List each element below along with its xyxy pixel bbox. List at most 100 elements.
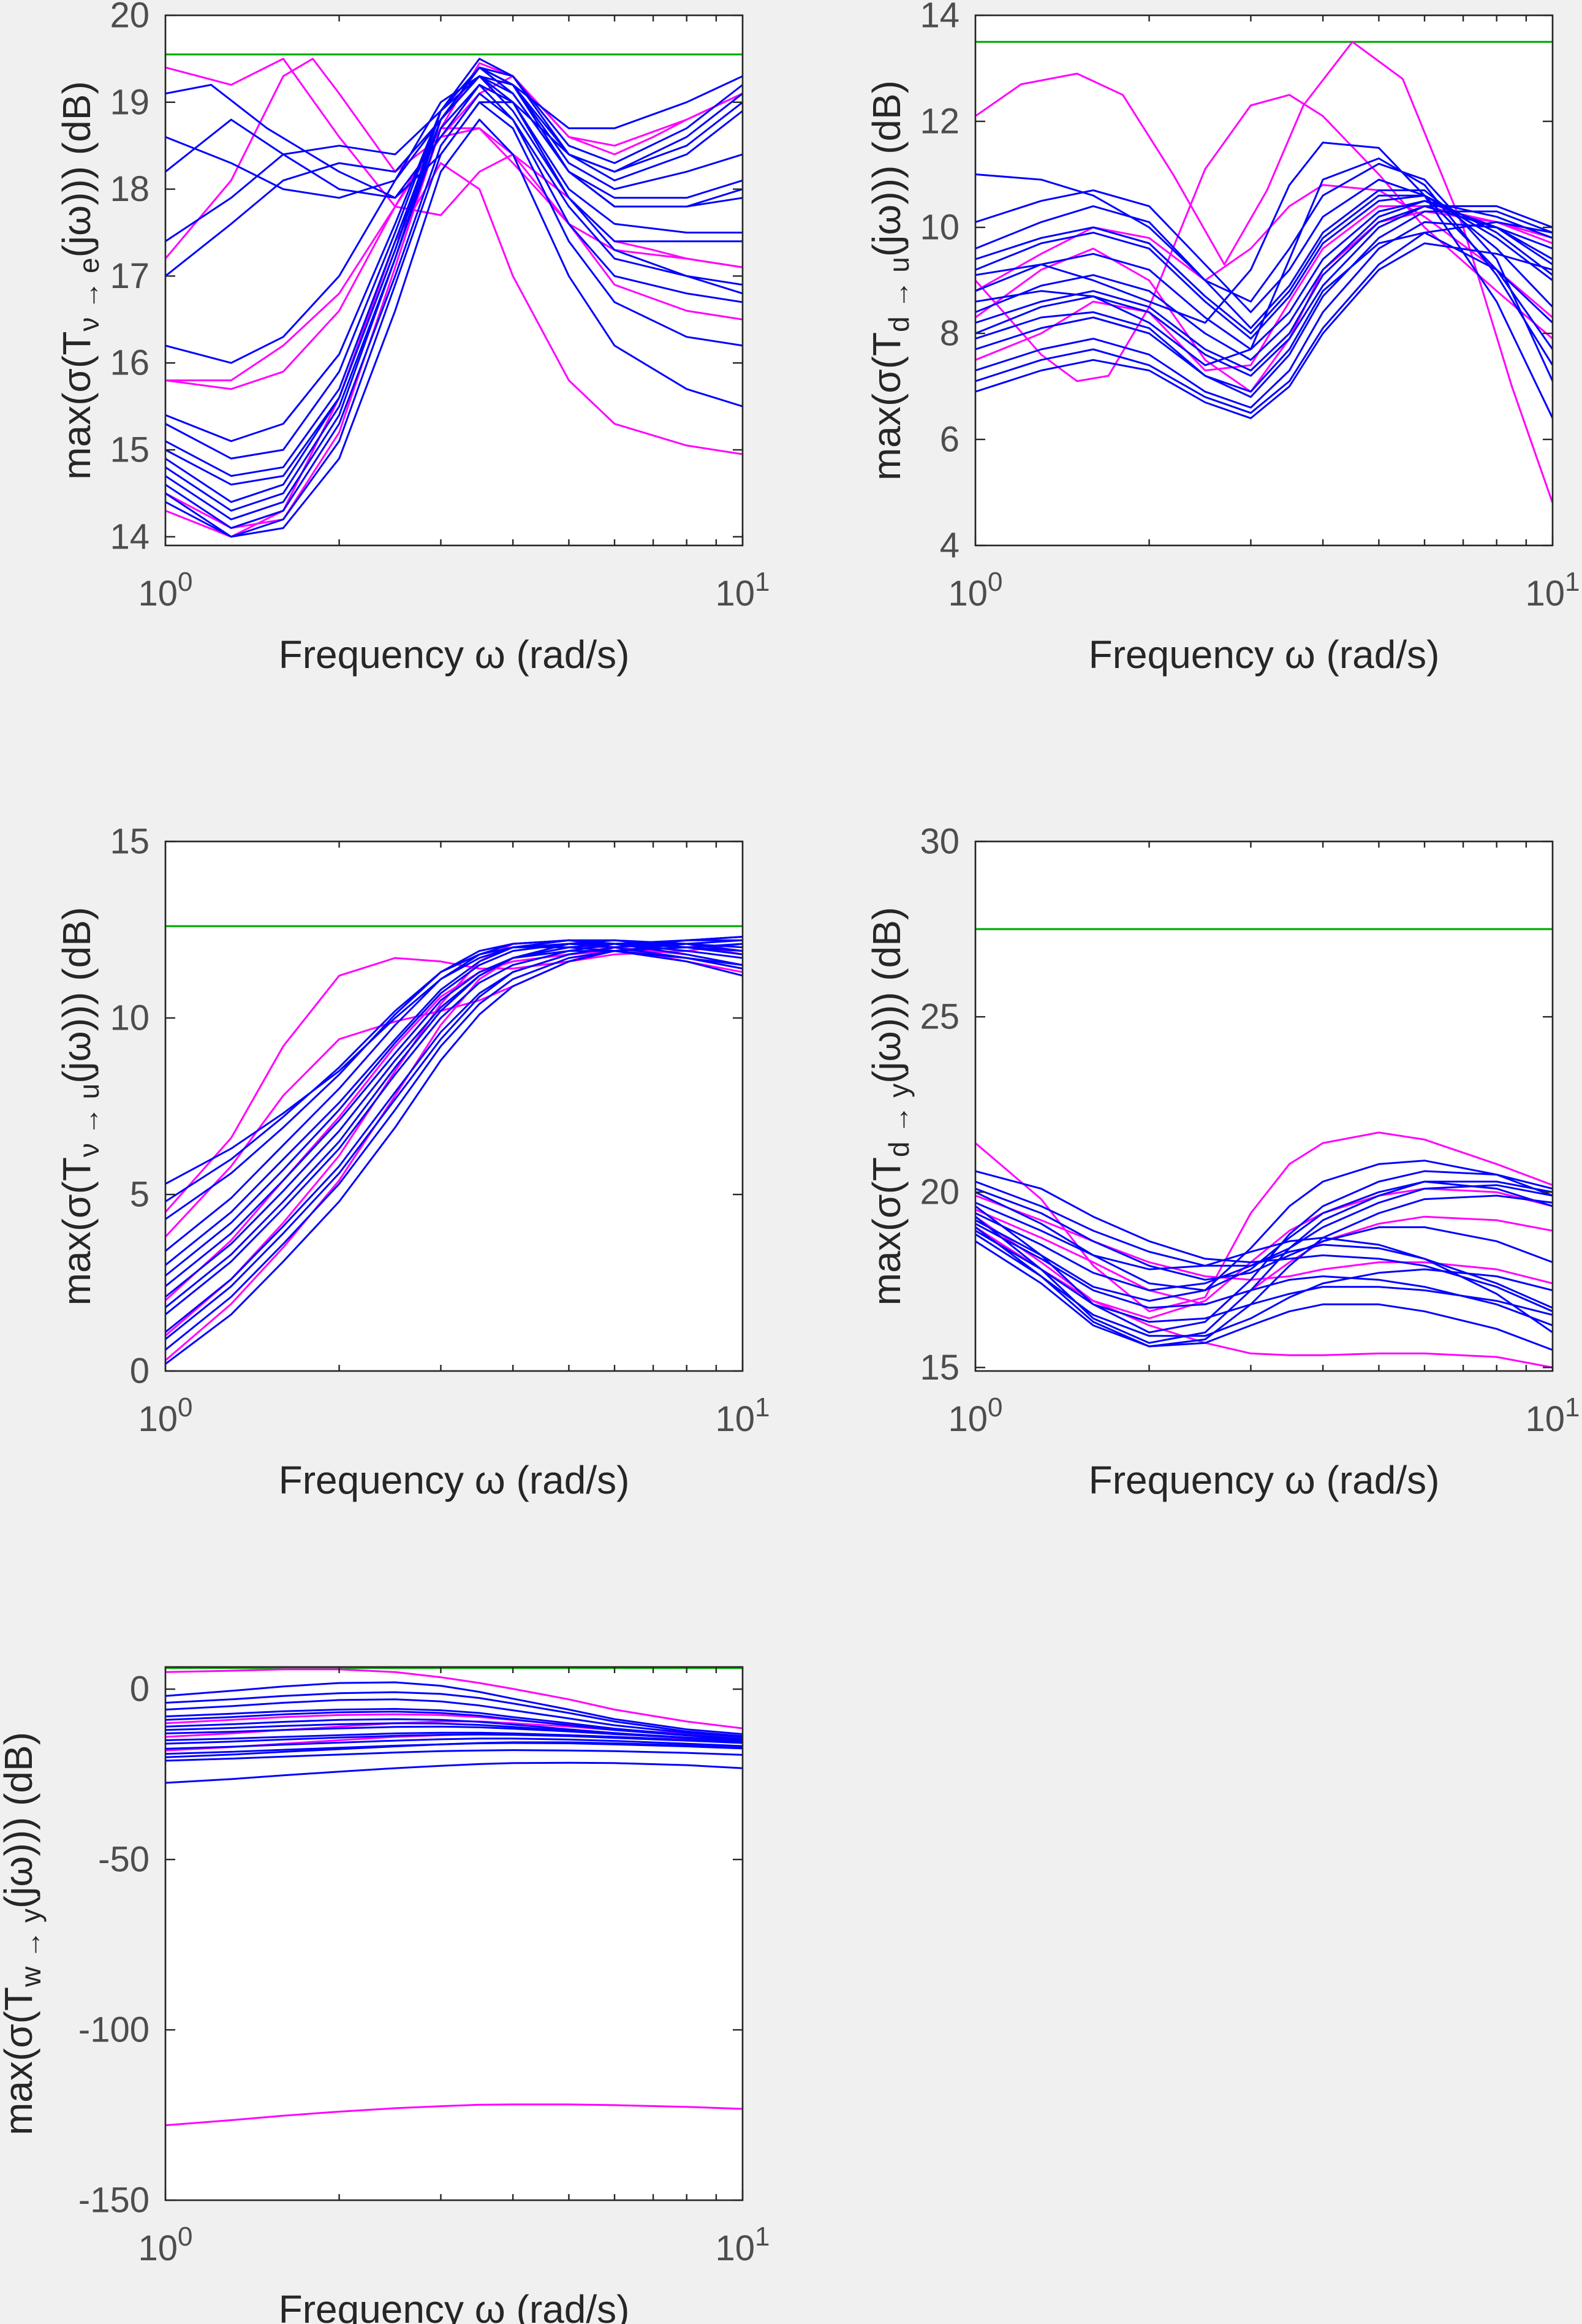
series-line-22 xyxy=(165,93,743,530)
x-axis-label: Frequency ω (rad/s) xyxy=(279,1458,630,1502)
y-tick-label: 30 xyxy=(920,822,959,862)
y-tick-label: 18 xyxy=(110,169,149,209)
x-axis-label: Frequency ω (rad/s) xyxy=(279,2287,630,2324)
series-line-16 xyxy=(975,1170,1553,1313)
series-line-13 xyxy=(975,1223,1553,1327)
x-axis-label: Frequency ω (rad/s) xyxy=(1089,632,1440,677)
series-group xyxy=(975,40,1553,504)
series-line-8 xyxy=(975,210,1553,398)
y-tick-label: 15 xyxy=(110,822,149,862)
series-line-17 xyxy=(975,1240,1553,1351)
series-line-14 xyxy=(165,943,743,1365)
series-line-10 xyxy=(975,1180,1553,1267)
series-line-6 xyxy=(975,242,1553,419)
series-line-20 xyxy=(165,75,743,243)
y-tick-label: 14 xyxy=(110,517,149,556)
series-line-12 xyxy=(975,1229,1553,1323)
series-line-20 xyxy=(165,1691,743,1737)
series-line-21 xyxy=(165,75,743,199)
axes-frame xyxy=(164,14,744,547)
series-line-5 xyxy=(165,162,743,538)
y-label-text: max(σ(T xyxy=(55,1157,99,1305)
y-label-text: (jω))) (dB) xyxy=(0,1732,40,1908)
series-line-7 xyxy=(165,58,743,503)
x-tick-base: 10 xyxy=(948,1399,988,1439)
series-line-11 xyxy=(165,1733,743,1745)
series-line-17 xyxy=(165,936,743,1340)
y-axis-label: max(σ(Tw → y(jω))) (dB) xyxy=(0,1732,47,2135)
x-tick-exponent: 0 xyxy=(178,2222,192,2252)
series-line-19 xyxy=(165,66,743,442)
x-tick-exponent: 1 xyxy=(1565,567,1580,597)
plot-area xyxy=(974,14,1554,547)
x-tick-exponent: 0 xyxy=(178,567,192,597)
y-tick-label: 10 xyxy=(110,998,149,1038)
series-line-2 xyxy=(165,1668,743,1730)
series-line-19 xyxy=(975,205,1553,371)
plot-area xyxy=(164,840,744,1372)
series-line-15 xyxy=(975,162,1553,382)
x-tick-base: 10 xyxy=(138,2228,178,2268)
x-tick-label: 101 xyxy=(1526,567,1580,613)
x-tick-exponent: 0 xyxy=(988,567,1002,597)
y-label-subscript: ν → e xyxy=(73,257,105,331)
series-line-11 xyxy=(975,200,1553,351)
series-line-14 xyxy=(975,1212,1553,1309)
series-group xyxy=(975,928,1553,1369)
y-label-subscript: d → u xyxy=(883,257,915,332)
series-line-7 xyxy=(975,221,1553,409)
series-group xyxy=(165,1667,743,2127)
x-tick-base: 10 xyxy=(948,574,988,613)
x-tick-base: 10 xyxy=(138,574,178,613)
series-line-2 xyxy=(165,58,743,268)
series-line-14 xyxy=(165,83,743,520)
x-tick-base: 10 xyxy=(1526,574,1565,613)
y-label-subscript: ν → u xyxy=(73,1084,105,1157)
x-tick-exponent: 0 xyxy=(988,1392,1002,1422)
x-tick-exponent: 1 xyxy=(755,1392,770,1422)
series-line-11 xyxy=(165,939,743,1316)
y-tick-label: 19 xyxy=(110,82,149,122)
y-label-text: max(σ(T xyxy=(55,332,99,480)
axes-frame xyxy=(164,1666,744,2201)
y-axis-label: max(σ(Td → y(jω))) (dB) xyxy=(865,907,915,1305)
series-line-5 xyxy=(975,1209,1553,1305)
series-line-21 xyxy=(975,221,1553,414)
y-label-text: max(σ(T xyxy=(0,1987,40,2135)
y-tick-label: -100 xyxy=(78,2010,149,2050)
series-line-18 xyxy=(975,232,1553,393)
x-tick-label: 100 xyxy=(138,1392,193,1439)
x-tick-exponent: 1 xyxy=(755,567,770,597)
x-tick-exponent: 0 xyxy=(178,1392,192,1422)
series-line-13 xyxy=(165,1749,743,1762)
x-axis-label: Frequency ω (rad/s) xyxy=(279,632,630,677)
series-line-16 xyxy=(975,158,1553,366)
x-tick-label: 101 xyxy=(1526,1392,1580,1439)
series-line-18 xyxy=(975,1160,1553,1302)
series-line-1 xyxy=(165,2103,743,2127)
y-label-text: (jω))) (dB) xyxy=(865,907,909,1084)
x-tick-label: 100 xyxy=(948,1392,1003,1439)
y-tick-label: -50 xyxy=(98,1840,149,1880)
series-line-9 xyxy=(975,1180,1553,1291)
x-tick-label: 101 xyxy=(716,1392,770,1439)
series-line-11 xyxy=(165,83,743,234)
x-tick-label: 100 xyxy=(948,567,1003,613)
x-tick-exponent: 1 xyxy=(755,2222,770,2252)
series-group xyxy=(165,53,743,538)
series-line-20 xyxy=(975,194,1553,335)
y-label-text: (jω))) (dB) xyxy=(55,907,99,1084)
x-tick-base: 10 xyxy=(1526,1399,1565,1439)
y-tick-label: 20 xyxy=(110,0,149,36)
series-line-7 xyxy=(165,1698,743,1738)
series-line-6 xyxy=(975,1180,1553,1344)
y-axis-label: max(σ(Tν → e(jω))) (dB) xyxy=(55,81,105,479)
series-line-16 xyxy=(165,1731,743,1744)
series-group xyxy=(165,925,743,1365)
x-tick-label: 100 xyxy=(138,567,193,613)
y-tick-label: 5 xyxy=(130,1175,149,1215)
series-line-16 xyxy=(165,939,743,1308)
